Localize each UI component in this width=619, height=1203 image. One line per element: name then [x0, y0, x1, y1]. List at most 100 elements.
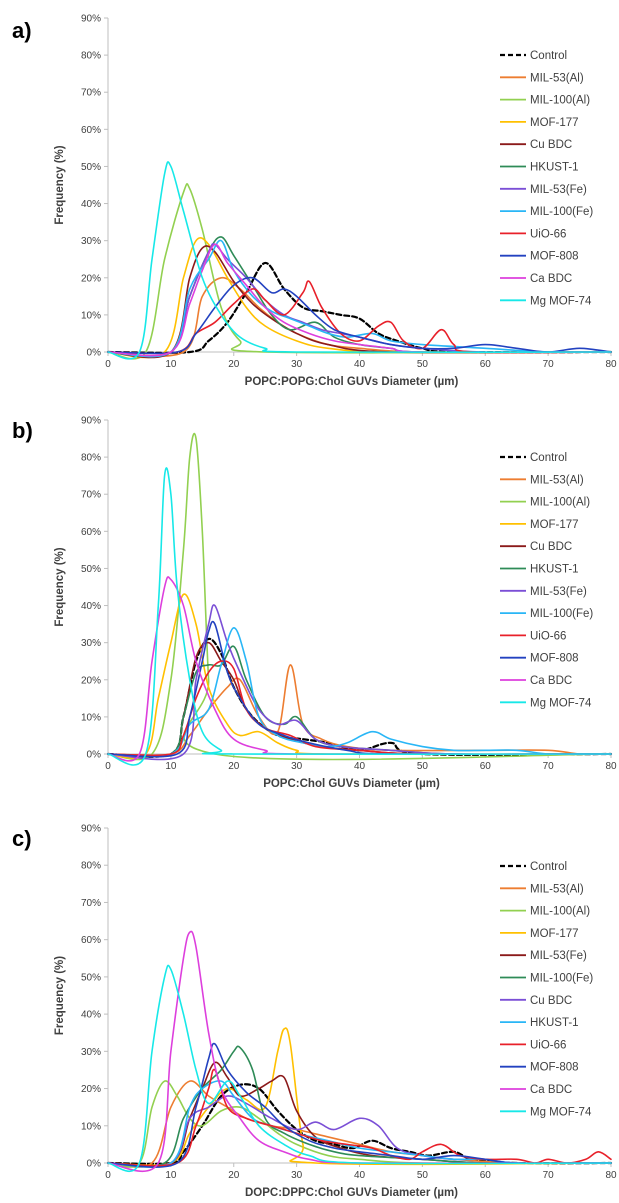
series-line-mg-mof-74	[107, 161, 612, 360]
x-tick-label: 70	[543, 1170, 555, 1181]
legend-label: UiO-66	[530, 630, 566, 642]
y-tick-label: 80%	[81, 861, 101, 872]
x-tick-label: 80	[605, 761, 617, 772]
series-line-ca-bdc	[107, 243, 612, 357]
y-tick-label: 90%	[81, 824, 101, 835]
x-tick-label: 30	[291, 1170, 303, 1181]
legend-label: HKUST-1	[530, 162, 579, 174]
x-tick-label: 60	[480, 761, 492, 772]
series-line-cu-bdc	[107, 245, 612, 359]
chart-panel-1: a) 0% 10% 20% 30% 40% 50% 60% 70% 80% 90% 0 10 20 30 40…	[12, 14, 617, 389]
x-tick-label: 80	[605, 359, 617, 370]
x-tick-label: 80	[605, 1170, 617, 1181]
y-tick-label: 10%	[81, 310, 101, 321]
x-tick-label: 0	[105, 359, 111, 370]
x-tick-label: 50	[417, 1170, 429, 1181]
series-line-mg-mof-74	[107, 964, 612, 1172]
legend-label: HKUST-1	[530, 1017, 579, 1029]
legend-label: MIL-100(Al)	[530, 497, 590, 509]
x-tick-label: 50	[417, 761, 429, 772]
series-line-mof-177	[107, 593, 612, 759]
y-tick-label: 30%	[81, 236, 101, 247]
y-tick-label: 50%	[81, 972, 101, 983]
legend-label: Control	[530, 452, 567, 464]
series-line-mof-808	[107, 1042, 612, 1168]
legend-label: Cu BDC	[530, 139, 572, 151]
legend-label: Cu BDC	[530, 541, 572, 553]
legend-label: UiO-66	[530, 228, 566, 240]
x-tick-label: 60	[480, 1170, 492, 1181]
x-tick-label: 40	[354, 1170, 366, 1181]
legend-label: Cu BDC	[530, 995, 572, 1007]
legend-label: MIL-53(Fe)	[530, 586, 587, 598]
x-tick-label: 30	[291, 761, 303, 772]
chart-panel-2: b) 0% 10% 20% 30% 40% 50% 60% 70% 80% 90% 0 10 20 30 40…	[12, 416, 617, 791]
x-tick-label: 20	[228, 761, 240, 772]
y-tick-label: 10%	[81, 712, 101, 723]
x-tick-label: 20	[228, 1170, 240, 1181]
legend-label: Mg MOF-74	[530, 1106, 592, 1118]
y-tick-label: 0%	[87, 750, 102, 761]
y-axis-title: Frequency (%)	[54, 547, 66, 626]
x-tick-label: 30	[291, 359, 303, 370]
legend-label: MIL-100(Fe)	[530, 608, 593, 620]
x-axis-title: POPC:Chol GUVs Diameter (µm)	[263, 778, 440, 790]
series-line-mil-100-al-	[107, 432, 612, 761]
x-tick-label: 20	[228, 359, 240, 370]
legend-label: MOF-808	[530, 1062, 579, 1074]
legend-label: Mg MOF-74	[530, 697, 592, 709]
legend-label: UiO-66	[530, 1039, 566, 1051]
y-tick-label: 20%	[81, 1084, 101, 1095]
y-tick-label: 50%	[81, 162, 101, 173]
panel-label: a)	[12, 18, 32, 43]
legend-label: MIL-100(Fe)	[530, 973, 593, 985]
y-tick-label: 80%	[81, 51, 101, 62]
series-line-uio-66	[107, 280, 612, 355]
legend-label: MOF-177	[530, 928, 579, 940]
y-tick-label: 20%	[81, 675, 101, 686]
x-tick-label: 60	[480, 359, 492, 370]
y-tick-label: 30%	[81, 1047, 101, 1058]
series-line-ca-bdc	[107, 930, 612, 1173]
y-tick-label: 40%	[81, 1010, 101, 1021]
legend-label: MIL-100(Al)	[530, 95, 590, 107]
series-line-mil-53-fe-	[107, 604, 612, 761]
x-tick-label: 10	[165, 761, 177, 772]
x-tick-label: 10	[165, 359, 177, 370]
y-tick-label: 20%	[81, 273, 101, 284]
x-axis-title: DOPC:DPPC:Chol GUVs Diameter (µm)	[245, 1187, 458, 1199]
x-tick-label: 70	[543, 359, 555, 370]
legend-label: MOF-808	[530, 251, 579, 263]
series-line-mof-808	[107, 276, 612, 355]
x-tick-label: 10	[165, 1170, 177, 1181]
y-tick-label: 60%	[81, 125, 101, 136]
legend-label: Ca BDC	[530, 675, 572, 687]
x-tick-label: 40	[354, 359, 366, 370]
legend-label: Control	[530, 861, 567, 873]
panel-label: b)	[12, 418, 33, 443]
y-axis-title: Frequency (%)	[54, 145, 66, 224]
x-tick-label: 40	[354, 761, 366, 772]
legend-label: Ca BDC	[530, 273, 572, 285]
y-tick-label: 10%	[81, 1121, 101, 1132]
x-axis-title: POPC:POPG:Chol GUVs Diameter (µm)	[245, 376, 459, 388]
y-tick-label: 70%	[81, 490, 101, 501]
x-tick-label: 50	[417, 359, 429, 370]
legend-label: HKUST-1	[530, 564, 579, 576]
chart-panel-3: c) 0% 10% 20% 30% 40% 50% 60% 70% 80% 90% 0 10 20 30 40…	[12, 824, 617, 1200]
y-tick-label: 80%	[81, 453, 101, 464]
y-tick-label: 30%	[81, 638, 101, 649]
y-tick-label: 70%	[81, 88, 101, 99]
y-tick-label: 90%	[81, 14, 101, 25]
y-tick-label: 40%	[81, 199, 101, 210]
legend-label: MIL-53(Al)	[530, 72, 584, 84]
y-axis-title: Frequency (%)	[54, 956, 66, 1035]
legend-label: MOF-808	[530, 653, 579, 665]
series-line-mof-808	[107, 620, 612, 758]
y-tick-label: 70%	[81, 898, 101, 909]
legend-label: MIL-100(Al)	[530, 906, 590, 918]
legend-label: MIL-100(Fe)	[530, 206, 593, 218]
series-line-mil-100-al-	[107, 1080, 612, 1168]
